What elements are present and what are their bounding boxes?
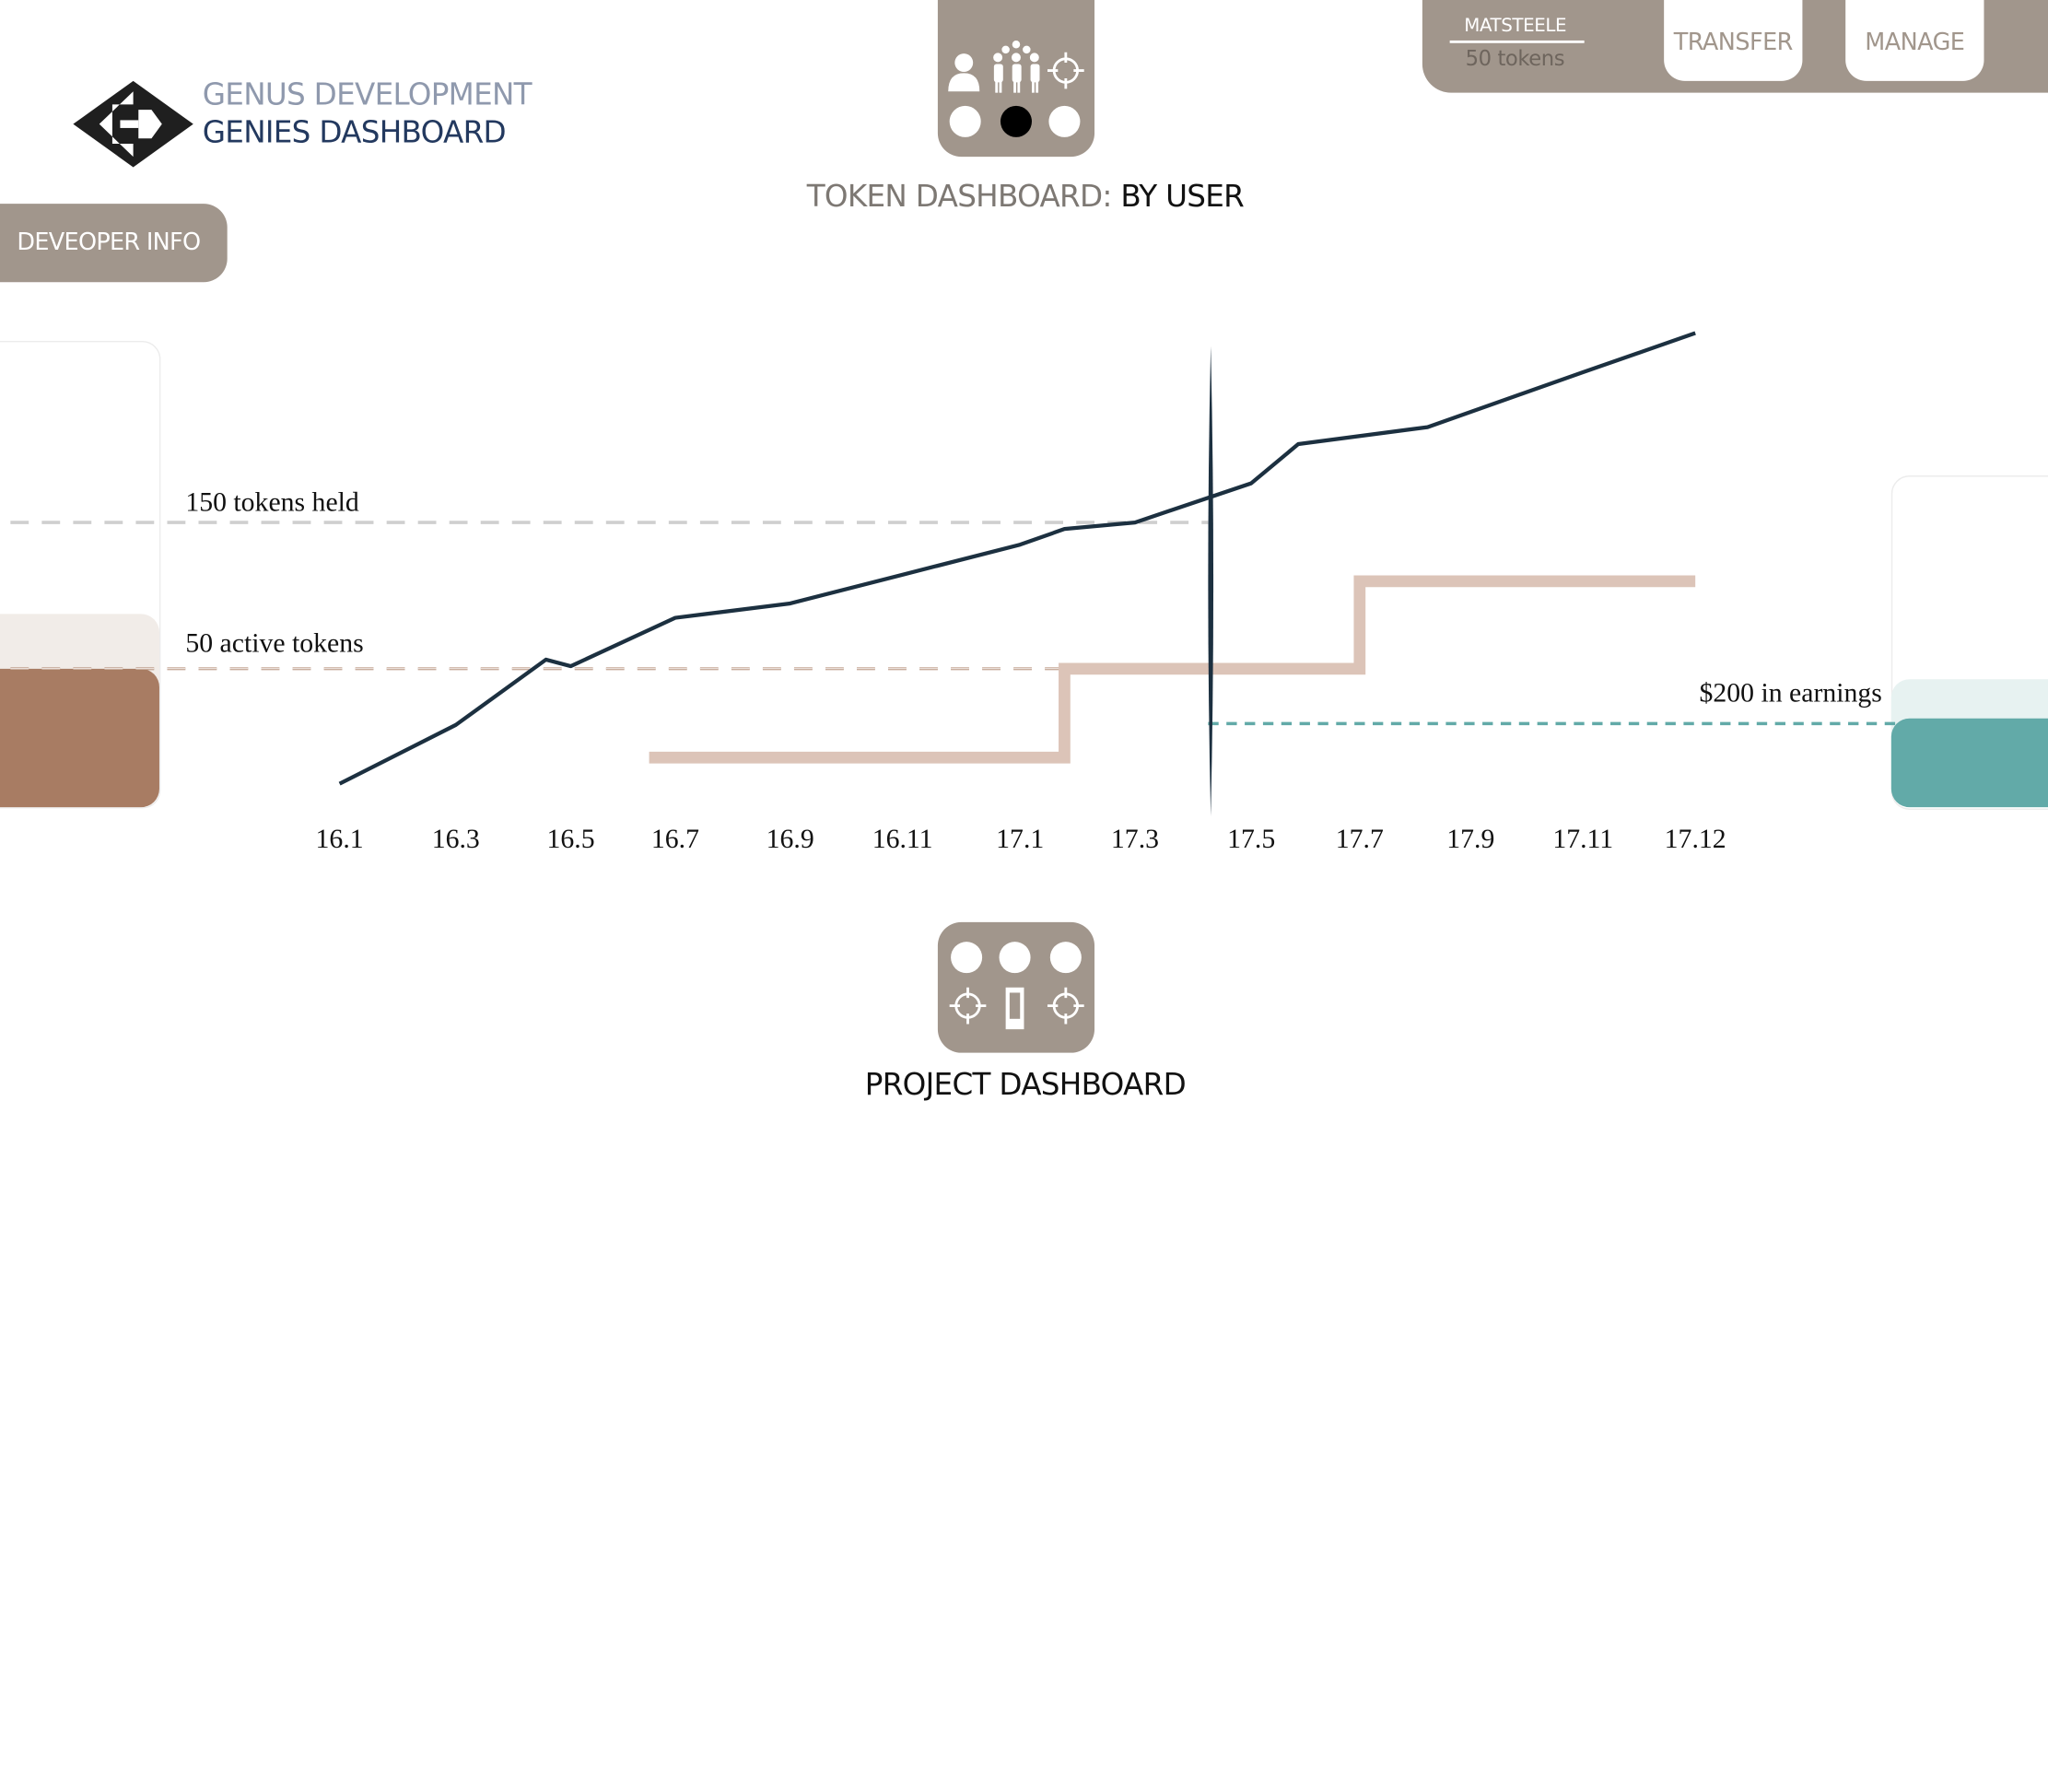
title-mode[interactable]: BY USER (1120, 180, 1245, 215)
account-token-count: 50 tokens (1465, 45, 1565, 71)
x-tick-label: 16.1 (316, 824, 364, 854)
x-tick-label: 16.11 (872, 824, 933, 854)
current-date-marker[interactable] (1208, 346, 1214, 817)
phone-icon[interactable] (1005, 987, 1024, 1030)
active-annotation: 50 active tokens (185, 627, 363, 658)
crosshair-icon[interactable] (1047, 987, 1084, 1025)
project-dashboard-title[interactable]: PROJECT DASHBOARD (864, 1068, 1187, 1103)
crosshair-icon[interactable] (949, 987, 987, 1025)
x-tick-label: 17.1 (996, 824, 1044, 854)
username-underline (1449, 40, 1585, 43)
dot-selected-icon[interactable] (1000, 105, 1032, 137)
dot-icon[interactable] (951, 942, 983, 974)
app-name: GENIES DASHBOARD (202, 116, 507, 151)
developer-info-tab[interactable]: DEVEOPER INFO (0, 204, 228, 283)
token-view-switcher (937, 0, 1095, 158)
dot-icon[interactable] (949, 105, 981, 137)
x-tick-label: 17.12 (1665, 824, 1726, 854)
title-prefix: TOKEN DASHBOARD: (806, 180, 1113, 215)
manage-button[interactable]: MANAGE (1845, 0, 1984, 81)
earnings-fill (1890, 718, 2048, 808)
x-tick-label: 17.3 (1111, 824, 1159, 854)
x-tick-label: 17.9 (1446, 824, 1494, 854)
token-chart: 150 tokens held 50 active tokens $200 in… (10, 331, 1960, 854)
account-username[interactable]: MATSTEELE (1464, 16, 1567, 37)
x-tick-label: 16.9 (767, 824, 814, 854)
x-tick-label: 16.3 (432, 824, 480, 854)
earnings-annotation: $200 in earnings (1699, 677, 1881, 708)
crosshair-icon[interactable] (1047, 52, 1084, 89)
dot-icon[interactable] (1048, 105, 1081, 137)
brand-name: GENUS DEVELOPMENT (202, 78, 532, 112)
genus-logo (73, 80, 193, 168)
x-tick-label: 16.7 (651, 824, 699, 854)
x-tick-label: 16.5 (546, 824, 594, 854)
x-tick-label: 17.11 (1552, 824, 1613, 854)
transfer-button[interactable]: TRANSFER (1664, 0, 1803, 81)
dot-icon[interactable] (999, 942, 1031, 974)
user-icon[interactable] (948, 53, 980, 92)
project-view-switcher (937, 921, 1095, 1053)
dot-icon[interactable] (1049, 942, 1082, 974)
group-icon[interactable] (993, 40, 1040, 93)
held-annotation: 150 tokens held (185, 486, 359, 517)
token-dashboard-title: TOKEN DASHBOARD: BY USER (731, 181, 1319, 215)
tokens-held-series (338, 331, 1696, 786)
x-tick-label: 17.7 (1336, 824, 1384, 854)
active-tokens-fill (0, 668, 159, 808)
x-tick-label: 17.5 (1227, 824, 1275, 854)
